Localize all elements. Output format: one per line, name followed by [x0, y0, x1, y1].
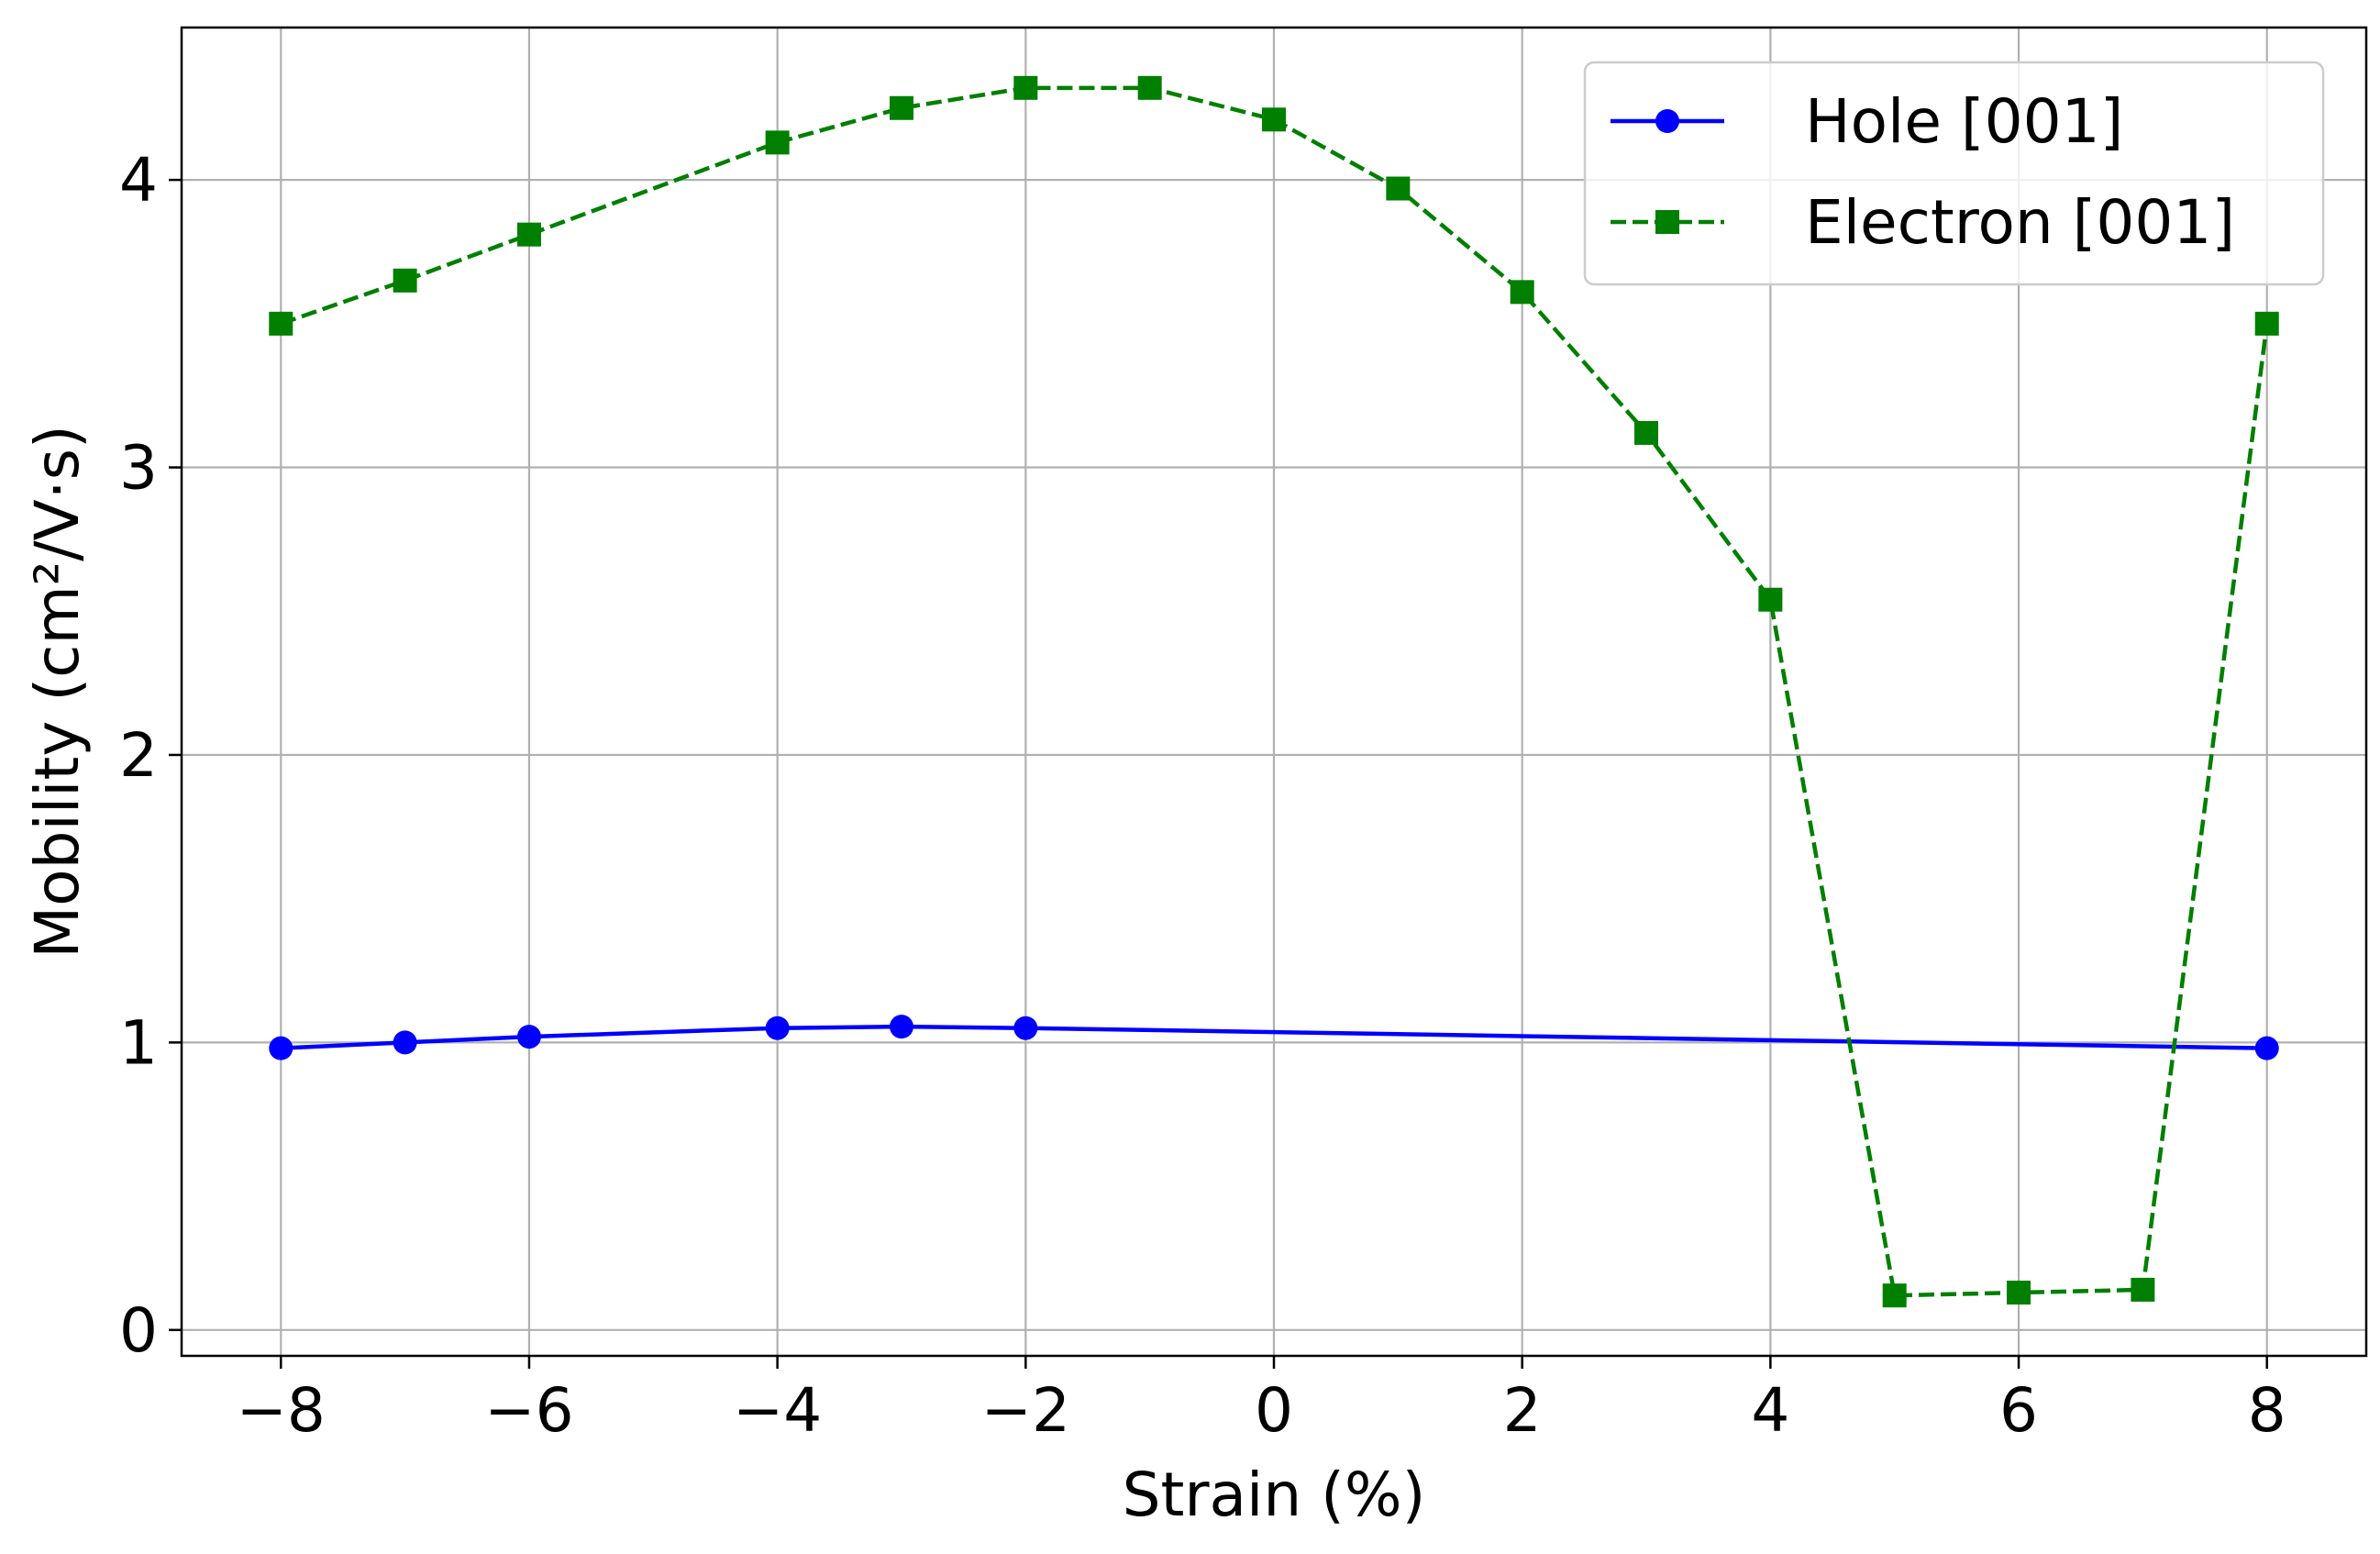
data-point [269, 311, 293, 336]
series-line [280, 85, 2269, 1298]
data-point [1013, 1016, 1038, 1040]
data-point [765, 1016, 790, 1040]
axis-ticks: −8 −6 −4 −2 0 2 4 6 8 0 1 2 3 4 [119, 145, 2286, 1446]
y-tick-label: 4 [119, 145, 158, 216]
series-0 [269, 1015, 2279, 1060]
y-tick-label: 0 [119, 1295, 158, 1366]
data-point [1262, 107, 1286, 132]
legend-item: Hole [001] [1611, 86, 2123, 157]
legend-marker [1655, 109, 1679, 133]
legend: Hole [001] Electron [001] [1583, 61, 2325, 286]
data-point [1137, 75, 1162, 100]
x-tick-label: −4 [733, 1375, 822, 1446]
legend-label: Electron [001] [1805, 187, 2235, 258]
x-tick-label: 6 [1999, 1375, 2038, 1446]
data-point [889, 1015, 913, 1039]
series-layer [269, 75, 2279, 1308]
x-axis-title: Strain (%) [1123, 1460, 1426, 1530]
data-point [393, 1030, 417, 1055]
legend-marker [1655, 210, 1679, 234]
x-tick-label: −2 [981, 1375, 1070, 1446]
data-point [516, 222, 541, 247]
data-point [889, 95, 913, 120]
legend-items: Hole [001] Electron [001] [1611, 86, 2235, 258]
data-point [2254, 311, 2279, 336]
legend-item: Electron [001] [1611, 187, 2235, 258]
legend-label: Hole [001] [1805, 86, 2123, 157]
data-point [1634, 420, 1659, 445]
data-point [1386, 176, 1411, 201]
data-point [1758, 587, 1783, 612]
data-point [1882, 1283, 1907, 1308]
data-point [2131, 1277, 2155, 1302]
data-point [1510, 280, 1534, 305]
data-point [269, 1036, 293, 1060]
x-tick-label: 8 [2248, 1375, 2286, 1446]
data-point [765, 130, 790, 155]
x-tick-label: −8 [237, 1375, 326, 1446]
y-tick-label: 1 [119, 1007, 158, 1078]
series-1 [269, 75, 2279, 1308]
y-tick-label: 2 [119, 720, 158, 791]
y-tick-label: 3 [119, 433, 158, 504]
data-point [393, 268, 417, 293]
data-point [516, 1025, 541, 1049]
legend-box [1583, 61, 2325, 286]
data-point [2254, 1036, 2279, 1060]
y-axis-title: Mobility (cm²/V·s) [22, 425, 93, 958]
x-tick-label: 4 [1751, 1375, 1789, 1446]
x-tick-label: 2 [1503, 1375, 1542, 1446]
x-tick-label: 0 [1255, 1375, 1293, 1446]
data-point [2007, 1281, 2031, 1305]
x-tick-label: −6 [484, 1375, 573, 1446]
data-point [1013, 75, 1038, 100]
